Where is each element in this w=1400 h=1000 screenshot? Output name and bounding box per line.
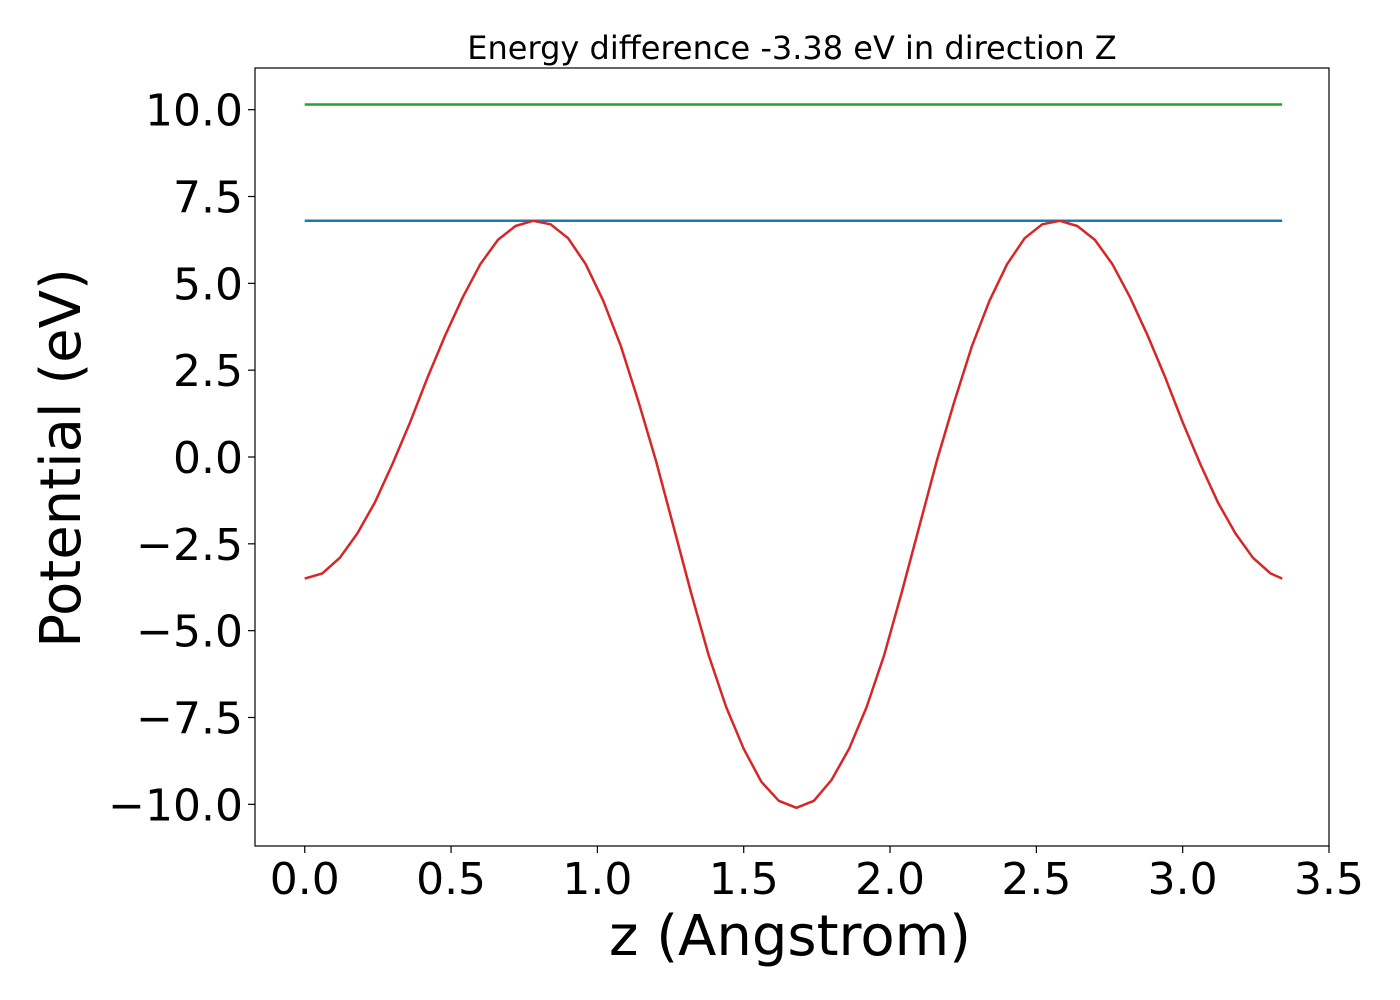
y-tick-label: −10.0 [108, 780, 243, 831]
x-tick-label: 2.5 [1001, 854, 1071, 905]
x-axis: 0.0 0.5 1.0 1.5 2.0 2.5 3.0 3.5 [270, 846, 1364, 905]
x-tick-label: 1.0 [562, 854, 632, 905]
y-tick-label: 7.5 [173, 173, 243, 224]
x-tick-label: 2.0 [855, 854, 925, 905]
y-tick-label: 2.5 [173, 346, 243, 397]
y-axis-label: Potential (eV) [29, 268, 94, 648]
y-tick-label: 5.0 [173, 259, 243, 310]
series-line-2 [304, 219, 1283, 810]
y-tick-label: −5.0 [136, 607, 243, 658]
y-tick-label: −7.5 [136, 693, 243, 744]
x-tick-label: 0.0 [270, 854, 340, 905]
y-tick-label: 0.0 [173, 433, 243, 484]
y-tick-label: 10.0 [145, 86, 243, 137]
plot-frame [254, 67, 1330, 847]
x-tick-label: 3.5 [1294, 854, 1364, 905]
x-tick-label: 1.5 [709, 854, 779, 905]
x-axis-label: z (Angstrom) [609, 904, 971, 969]
x-tick-label: 3.0 [1148, 854, 1218, 905]
chart-title: Energy difference -3.38 eV in direction … [467, 29, 1116, 67]
y-tick-label: −2.5 [136, 520, 243, 571]
y-axis: 10.0 7.5 5.0 2.5 0.0 −2.5 −5.0 −7.5 −10.0 [108, 86, 255, 831]
x-tick-label: 0.5 [416, 854, 486, 905]
plot-area [304, 103, 1283, 810]
